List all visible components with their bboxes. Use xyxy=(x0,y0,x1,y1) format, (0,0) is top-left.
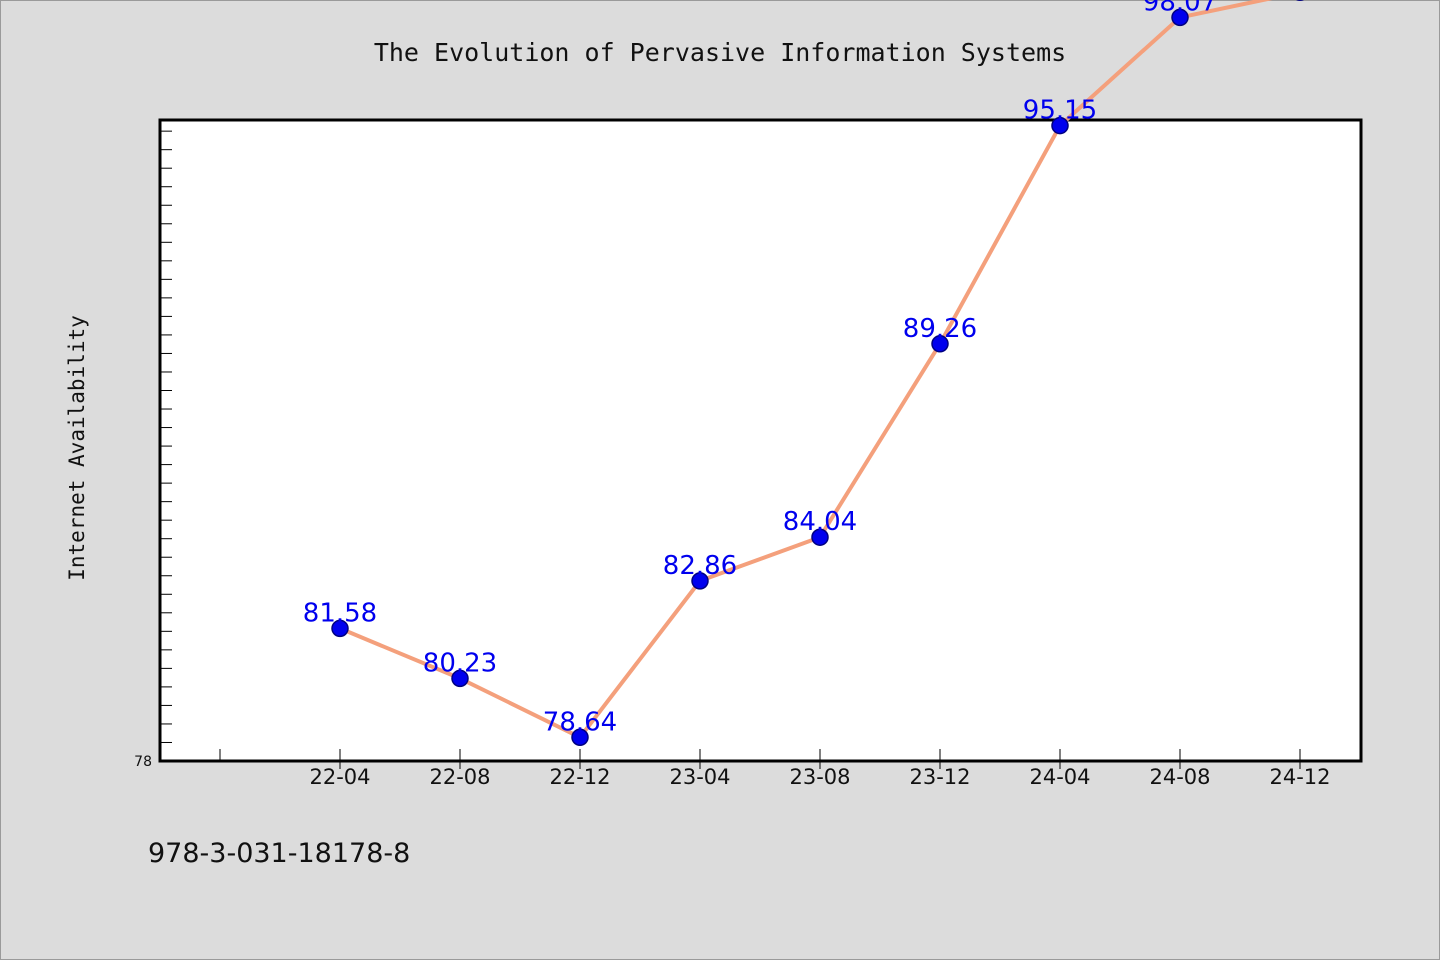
data-point xyxy=(1051,116,1069,135)
data-point xyxy=(931,335,949,353)
data-label: 78.64 xyxy=(543,707,617,737)
x-tick-label: 24-12 xyxy=(1269,765,1330,789)
data-label: 84.04 xyxy=(783,507,857,537)
data-point xyxy=(1171,8,1189,27)
data-label: 80.23 xyxy=(423,648,497,678)
data-point xyxy=(451,669,469,688)
data-labels: 81.58 80.23 78.64 82.86 84.04 89.26 95.15 98.07… xyxy=(303,0,1217,737)
data-label: 95.15 xyxy=(1023,96,1097,126)
x-axis-ticks xyxy=(219,749,1301,769)
chart-title: The Evolution of Pervasive Information S… xyxy=(374,38,1066,67)
x-tick-label: 23-12 xyxy=(909,765,970,789)
data-label: 81.58 xyxy=(303,598,377,628)
y-axis-ticks xyxy=(160,130,172,743)
y-tick-label: 78 xyxy=(134,754,152,770)
x-tick-label: 23-08 xyxy=(789,765,850,789)
data-label: 89.26 xyxy=(903,314,977,344)
data-point xyxy=(571,728,589,747)
x-axis-tick-labels: 22-04 22-08 22-12 23-04 23-08 23-12 24-04 24-08… xyxy=(309,765,1330,789)
x-tick-label: 22-04 xyxy=(309,765,370,789)
x-tick-label: 24-04 xyxy=(1029,765,1090,789)
data-point xyxy=(331,619,349,638)
series-markers xyxy=(331,0,1304,747)
data-label: 98.07 xyxy=(1143,0,1217,17)
isbn-caption: 978-3-031-18178-8 xyxy=(148,838,410,869)
x-tick-label: 22-08 xyxy=(429,765,490,789)
plot-area xyxy=(158,118,1363,763)
x-tick-label: 22-12 xyxy=(549,765,610,789)
data-label: 82.86 xyxy=(663,551,737,581)
data-point xyxy=(811,528,829,546)
data-point xyxy=(691,572,709,590)
x-tick-label: 23-04 xyxy=(669,765,730,789)
y-axis-label: Internet Availability xyxy=(65,315,89,581)
x-tick-label: 24-08 xyxy=(1149,765,1210,789)
